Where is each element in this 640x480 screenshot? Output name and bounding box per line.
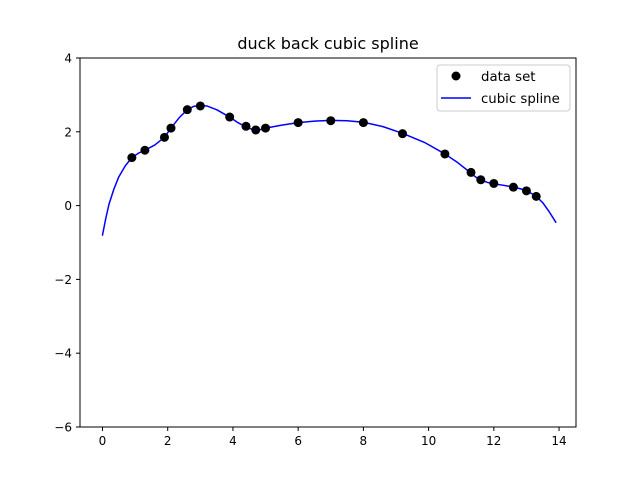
data-point [326, 116, 336, 126]
x-tick-label: 4 [229, 434, 237, 448]
data-point [521, 186, 531, 196]
y-tick-label: 0 [64, 199, 72, 213]
data-point [531, 191, 541, 201]
data-point [225, 112, 235, 122]
data-point [195, 101, 205, 111]
y-tick-label: −2 [54, 273, 72, 287]
data-point [398, 129, 408, 139]
data-point [261, 123, 271, 133]
y-tick-label: 4 [64, 52, 72, 66]
x-tick-label: 12 [486, 434, 501, 448]
x-tick-label: 0 [99, 434, 107, 448]
y-tick-label: 2 [64, 125, 72, 139]
data-point [293, 118, 303, 128]
x-tick-label: 8 [360, 434, 368, 448]
data-point [251, 125, 261, 135]
legend-label-cubic-spline: cubic spline [481, 92, 560, 107]
x-tick-label: 2 [164, 434, 172, 448]
data-point [159, 132, 169, 142]
x-tick-label: 10 [421, 434, 436, 448]
plot-area [80, 58, 576, 427]
data-point [466, 167, 476, 177]
legend-marker-data-set [451, 71, 461, 81]
data-point [182, 105, 192, 115]
data-point [241, 121, 251, 131]
chart-title: duck back cubic spline [237, 34, 418, 53]
series-layer [101, 101, 557, 236]
data-point [127, 153, 137, 163]
x-tick-label: 14 [551, 434, 566, 448]
x-tick-label: 6 [294, 434, 302, 448]
y-tick-label: −6 [54, 421, 72, 435]
axes-layer: 0 2 4 6 8 10 12 14 −6 −4 −2 0 2 4 [54, 52, 577, 448]
legend-box [436, 64, 571, 112]
data-point [140, 145, 150, 155]
data-point [166, 123, 176, 133]
data-point [440, 149, 450, 159]
data-point [508, 182, 518, 192]
y-tick-label: −4 [54, 347, 72, 361]
legend: data set cubic spline [436, 64, 571, 112]
legend-label-data-set: data set [481, 70, 536, 85]
data-point [476, 175, 486, 185]
axes-frame [79, 57, 577, 428]
data-point [489, 178, 499, 188]
data-point [358, 118, 368, 128]
